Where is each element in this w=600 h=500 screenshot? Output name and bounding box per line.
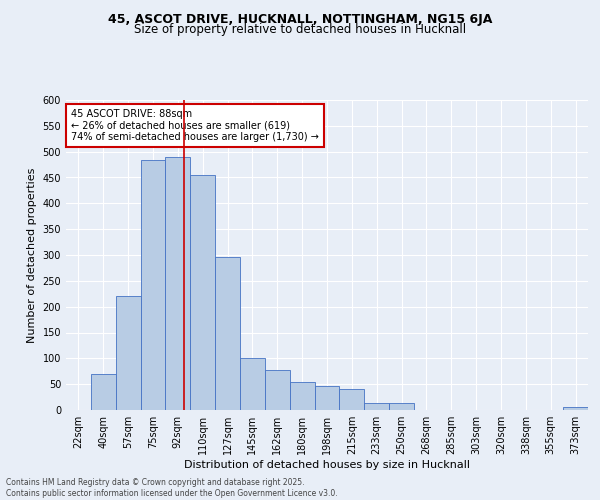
Bar (116, 296, 140, 410)
Bar (314, 386, 340, 410)
Bar (91, 374, 116, 410)
Bar (290, 382, 314, 410)
Text: Size of property relative to detached houses in Hucknall: Size of property relative to detached ho… (134, 22, 466, 36)
Text: 45 ASCOT DRIVE: 88sqm
← 26% of detached houses are smaller (619)
74% of semi-det: 45 ASCOT DRIVE: 88sqm ← 26% of detached … (71, 110, 319, 142)
Bar (190, 175, 215, 410)
X-axis label: Distribution of detached houses by size in Hucknall: Distribution of detached houses by size … (184, 460, 470, 470)
Bar (563, 408, 588, 410)
Bar (140, 160, 166, 410)
Text: Contains HM Land Registry data © Crown copyright and database right 2025.
Contai: Contains HM Land Registry data © Crown c… (6, 478, 338, 498)
Y-axis label: Number of detached properties: Number of detached properties (27, 168, 37, 342)
Bar (340, 390, 364, 410)
Bar (215, 256, 240, 410)
Bar (240, 358, 265, 410)
Bar (364, 404, 389, 410)
Text: 45, ASCOT DRIVE, HUCKNALL, NOTTINGHAM, NG15 6JA: 45, ASCOT DRIVE, HUCKNALL, NOTTINGHAM, N… (108, 12, 492, 26)
Bar (265, 370, 290, 410)
Bar (166, 157, 190, 410)
Bar (389, 404, 414, 410)
